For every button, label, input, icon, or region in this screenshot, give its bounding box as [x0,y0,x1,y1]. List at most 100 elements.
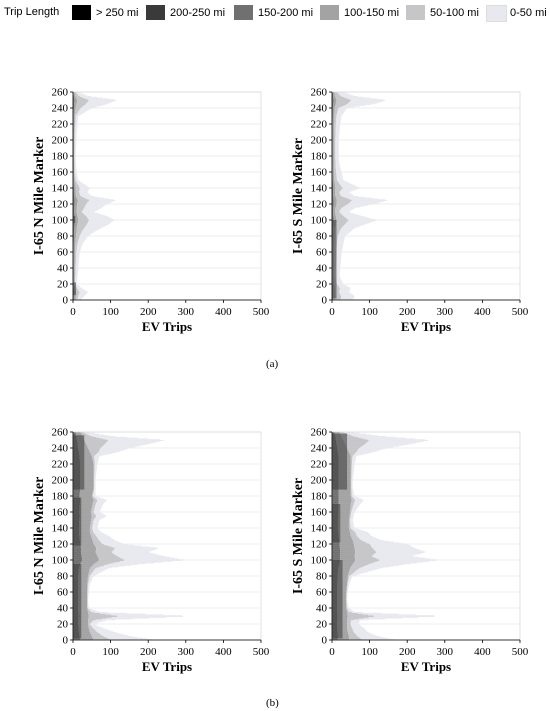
bar-segment [333,106,335,108]
bar-segment [73,207,75,209]
bar-segment [348,638,362,640]
bar-segment [337,110,346,112]
bar-segment [74,120,76,122]
bar-segment [338,494,351,496]
bar-segment [94,472,97,473]
bar-segment [348,203,375,205]
bar-segment [73,548,82,549]
bar-segment [347,584,348,585]
bar-segment [336,249,343,251]
bar-segment [74,164,77,166]
bar-segment [333,171,337,173]
bar-segment [332,107,335,109]
bar-segment [74,100,78,101]
bar-segment [80,469,94,471]
bar-segment [339,554,355,556]
bar-segment [353,541,366,543]
bar-segment [78,601,88,603]
bar-segment [335,196,343,197]
bar-segment [74,97,77,99]
bar-segment [339,542,354,544]
bar-segment [332,172,334,173]
bar-segment [78,623,89,625]
bar-segment [348,520,351,522]
bar-segment [94,484,96,485]
bar-segment [79,564,93,566]
y-tick-label: 200 [311,475,328,487]
bar-segment [74,226,77,228]
bar-segment [78,591,88,593]
bar-segment [97,536,111,538]
bar-segment [80,471,94,473]
bar-segment [102,635,128,637]
bar-segment [88,583,91,585]
bar-segment [90,533,95,535]
bar-segment [74,232,77,234]
bar-segment [332,129,334,131]
bar-segment [84,227,102,229]
bar-segment [87,581,89,583]
bar-segment [77,184,85,185]
bar-segment [349,530,354,532]
bar-segment [99,450,122,452]
bar-segment [87,592,89,593]
bar-segment [79,453,91,455]
bar-segment [90,435,109,437]
bar-segment [332,546,340,548]
bar-segment [333,213,336,215]
bar-segment [351,537,360,539]
bar-segment [353,619,369,621]
bar-segment [87,600,89,602]
bar-segment [335,271,340,273]
bar-segment [332,490,339,492]
bar-segment [349,528,352,529]
bar-segment [79,495,92,497]
bar-segment [347,623,351,625]
bar-segment [89,528,93,529]
bar-segment [351,612,364,613]
bar-segment [353,543,369,545]
bar-segment [116,561,164,563]
bar-segment [111,614,164,616]
bar-segment [338,503,351,505]
bar-segment [339,183,351,185]
bar-segment [340,195,354,197]
bar-segment [74,172,75,173]
bar-segment [336,260,341,262]
bar-segment [333,146,336,148]
bar-segment [88,621,92,623]
bar-segment [73,92,75,93]
bar-segment [339,289,350,291]
bar-segment [73,227,75,229]
bar-segment [359,538,379,540]
bar-segment [337,527,349,529]
bar-segment [122,558,180,560]
legend-swatch [234,5,253,20]
bar-segment [83,437,100,439]
bar-segment [73,140,75,142]
bar-segment [350,620,360,622]
bar-segment [75,96,81,97]
bar-segment [75,189,80,191]
bar-segment [334,179,337,181]
bar-segment [377,560,430,562]
bar-segment [353,540,364,542]
bar-segment [333,144,336,146]
bar-segment [79,457,93,459]
bar-segment [354,555,372,557]
bar-segment [73,552,81,553]
bar-segment [332,151,334,153]
bar-segment [337,242,344,244]
bar-segment [75,243,78,245]
bar-segment [80,462,94,464]
bar-segment [87,101,113,103]
bar-segment [85,225,105,227]
x-tick-label: 400 [474,306,491,318]
y-tick-label: 80 [316,231,328,243]
bar-segment [335,276,340,277]
bar-segment [73,136,75,138]
bar-segment [353,544,371,545]
bar-segment [93,564,107,565]
bar-segment [350,457,353,459]
bar-segment [90,520,94,522]
